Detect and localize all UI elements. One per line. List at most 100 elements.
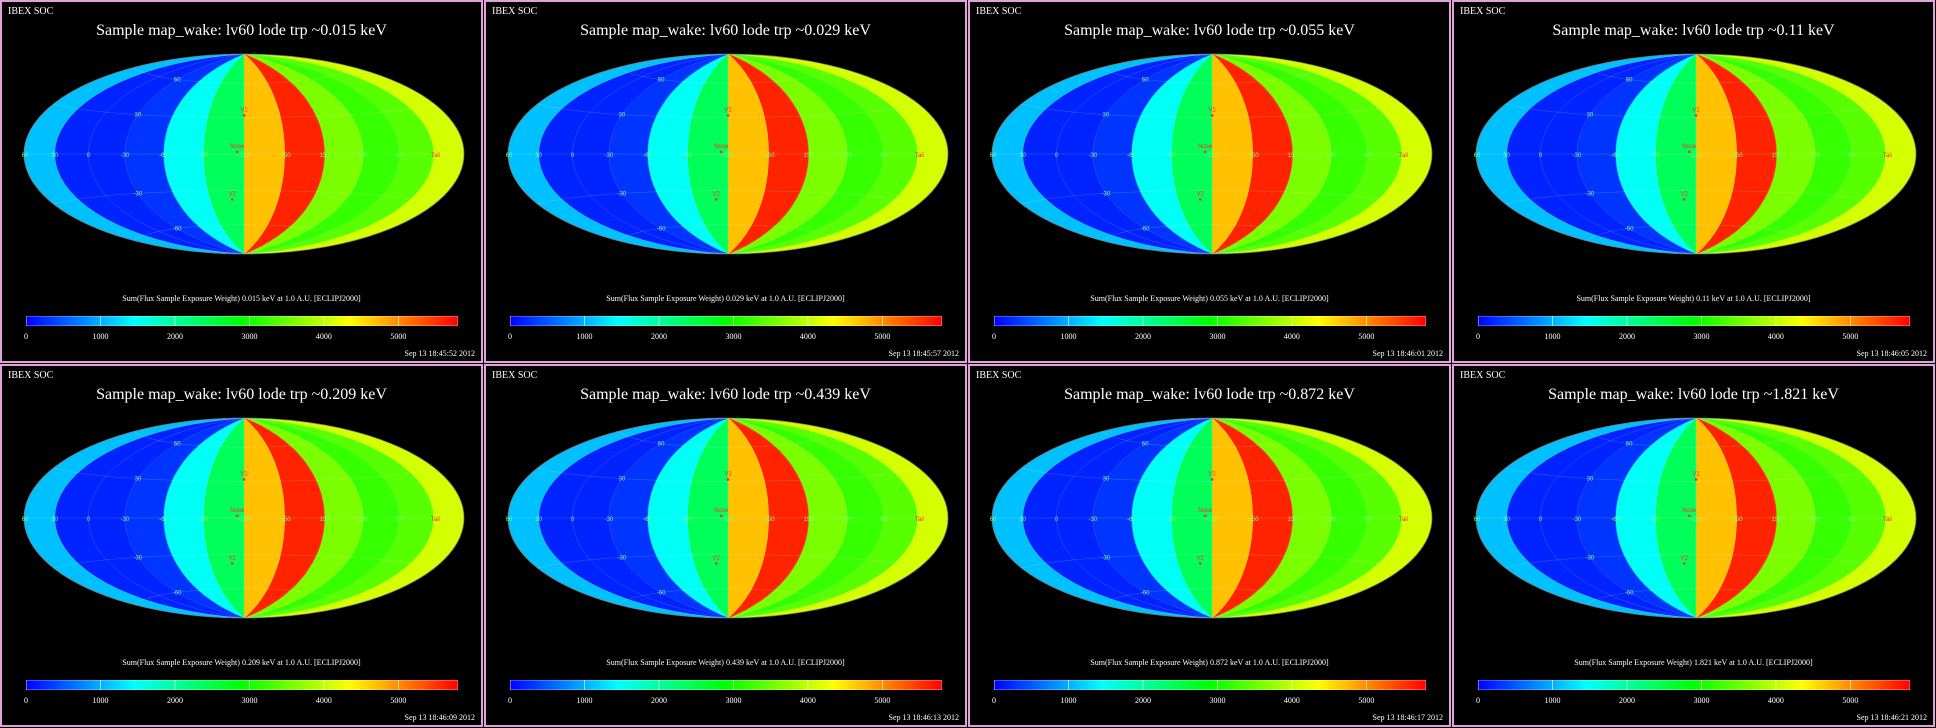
latitude-label: -60 <box>173 226 182 232</box>
colorbar <box>26 680 458 690</box>
parallel-line <box>617 67 839 84</box>
marker-dot <box>1210 478 1214 481</box>
colorbar-tick-label: 3000 <box>1209 332 1226 341</box>
timestamp: Sep 13 18:45:52 2012 <box>404 349 475 358</box>
longitude-label: -60 <box>1611 517 1620 523</box>
latitude-label: 30 <box>619 113 626 119</box>
longitude-label: -120 <box>1206 153 1219 159</box>
longitude-label: 60 <box>990 153 997 159</box>
parallel-line <box>617 224 839 241</box>
colorbar-label: Sum(Flux Sample Exposure Weight) 1.821 k… <box>1574 658 1813 667</box>
meridian-line <box>538 54 729 254</box>
meridian-line <box>727 54 809 254</box>
colorbar-tick-label: 4000 <box>1767 332 1784 341</box>
longitude-label: 0 <box>571 517 575 523</box>
latitude-label: 60 <box>174 442 181 448</box>
marker-dot <box>726 114 730 117</box>
colorbar-tick-label: 4000 <box>1283 696 1300 705</box>
colorbar-label: Sum(Flux Sample Exposure Weight) 0.439 k… <box>606 658 845 667</box>
timestamp: Sep 13 18:46:21 2012 <box>1856 713 1927 722</box>
colorbar-tick-label: 0 <box>24 332 28 341</box>
longitude-label: Tail <box>1399 153 1408 159</box>
map-data <box>24 418 464 618</box>
meridian-line <box>1655 54 1697 254</box>
meridian-line <box>1211 418 1253 618</box>
colorbar-gradient <box>510 680 942 690</box>
colorbar-tick-label: 4000 <box>1283 332 1300 341</box>
longitude-label: 90 <box>396 517 403 523</box>
panel-title: Sample map_wake: lv60 lode trp ~0.11 keV <box>1552 22 1835 39</box>
meridian-line <box>243 418 364 618</box>
longitude-label: 60 <box>990 517 997 523</box>
meridian-line <box>1211 418 1368 618</box>
latitude-label: -60 <box>1141 226 1150 232</box>
meridian-line <box>572 418 729 618</box>
map-panel: IBEX SOC Sample map_wake: lv60 lode trp ~… <box>968 364 1451 727</box>
source-label: IBEX SOC <box>976 6 1022 17</box>
longitude-label: 60 <box>1474 153 1481 159</box>
longitude-label: -120 <box>722 517 735 523</box>
colorbar-tick-label: 0 <box>508 332 512 341</box>
panel-title: Sample map_wake: lv60 lode trp ~0.015 ke… <box>96 22 387 39</box>
latitude-label: 30 <box>1103 113 1110 119</box>
meridian-line <box>727 418 918 618</box>
marker-dot <box>1687 514 1691 518</box>
colorbar-tick-label: 4000 <box>1767 696 1784 705</box>
colorbar-tick-label: 3000 <box>1693 696 1710 705</box>
latitude-label: 30 <box>1103 477 1110 483</box>
longitude-label: -150 <box>279 517 292 523</box>
colorbar <box>1478 316 1910 326</box>
colorbar <box>994 680 1426 690</box>
meridian-line <box>243 54 400 254</box>
marker-dot <box>1682 198 1686 201</box>
latitude-label: -30 <box>618 555 627 561</box>
longitude-label: Tail <box>1399 517 1408 523</box>
panel-title: Sample map_wake: lv60 lode trp ~0.439 ke… <box>580 386 871 403</box>
longitude-label: 120 <box>1810 153 1821 159</box>
map-data <box>508 418 948 618</box>
longitude-label: -90 <box>1167 517 1176 523</box>
colorbar-label: Sum(Flux Sample Exposure Weight) 0.872 k… <box>1090 658 1329 667</box>
colorbar-label: Sum(Flux Sample Exposure Weight) 0.029 k… <box>606 294 845 303</box>
longitude-label: -90 <box>199 153 208 159</box>
timestamp: Sep 13 18:46:05 2012 <box>1856 349 1927 358</box>
source-label: IBEX SOC <box>492 370 538 381</box>
map-data <box>992 418 1432 618</box>
colorbar-tick-label: 2000 <box>1134 696 1151 705</box>
longitude-label: -60 <box>1127 517 1136 523</box>
marker-label: Nose <box>714 508 729 514</box>
longitude-label: -30 <box>1089 517 1098 523</box>
meridian-line <box>647 54 729 254</box>
marker-label: V2 <box>1197 191 1205 197</box>
panel-title: Sample map_wake: lv60 lode trp ~0.872 ke… <box>1064 386 1355 403</box>
meridian-line <box>243 418 400 618</box>
latitude-label: -30 <box>1102 191 1111 197</box>
longitude-label: 0 <box>87 517 91 523</box>
longitude-label: -30 <box>121 153 130 159</box>
marker-label: V1 <box>724 107 732 113</box>
meridian-line <box>1131 418 1213 618</box>
longitude-label: Tail <box>431 517 440 523</box>
longitude-label: 120 <box>1810 517 1821 523</box>
longitude-label: 90 <box>1364 517 1371 523</box>
meridian-line <box>1211 54 1253 254</box>
latitude-label: -60 <box>1625 590 1634 596</box>
meridian-line <box>1540 418 1697 618</box>
meridian-line <box>1092 418 1213 618</box>
meridian-line <box>243 54 285 254</box>
marker-dot <box>242 114 246 117</box>
colorbar-tick-label: 1000 <box>92 332 109 341</box>
sky-map: 60 30 0 -30 -60 -90 -120 -150 150 120 90 Tail 60 30 -3… <box>22 53 465 255</box>
marker-dot <box>1198 562 1202 565</box>
parallel-line <box>1505 554 1887 569</box>
colorbar <box>510 680 942 690</box>
colorbar <box>510 316 942 326</box>
colorbar-tick-label: 1000 <box>1060 696 1077 705</box>
meridian-line <box>727 418 884 618</box>
marker-dot <box>230 562 234 565</box>
panel-title: Sample map_wake: lv60 lode trp ~0.055 ke… <box>1064 22 1355 39</box>
meridian-line <box>1056 54 1213 254</box>
map-panel: IBEX SOC Sample map_wake: lv60 lode trp ~… <box>484 0 967 363</box>
colorbar-tick-label: 3000 <box>241 332 258 341</box>
colorbar-gradient <box>26 680 458 690</box>
